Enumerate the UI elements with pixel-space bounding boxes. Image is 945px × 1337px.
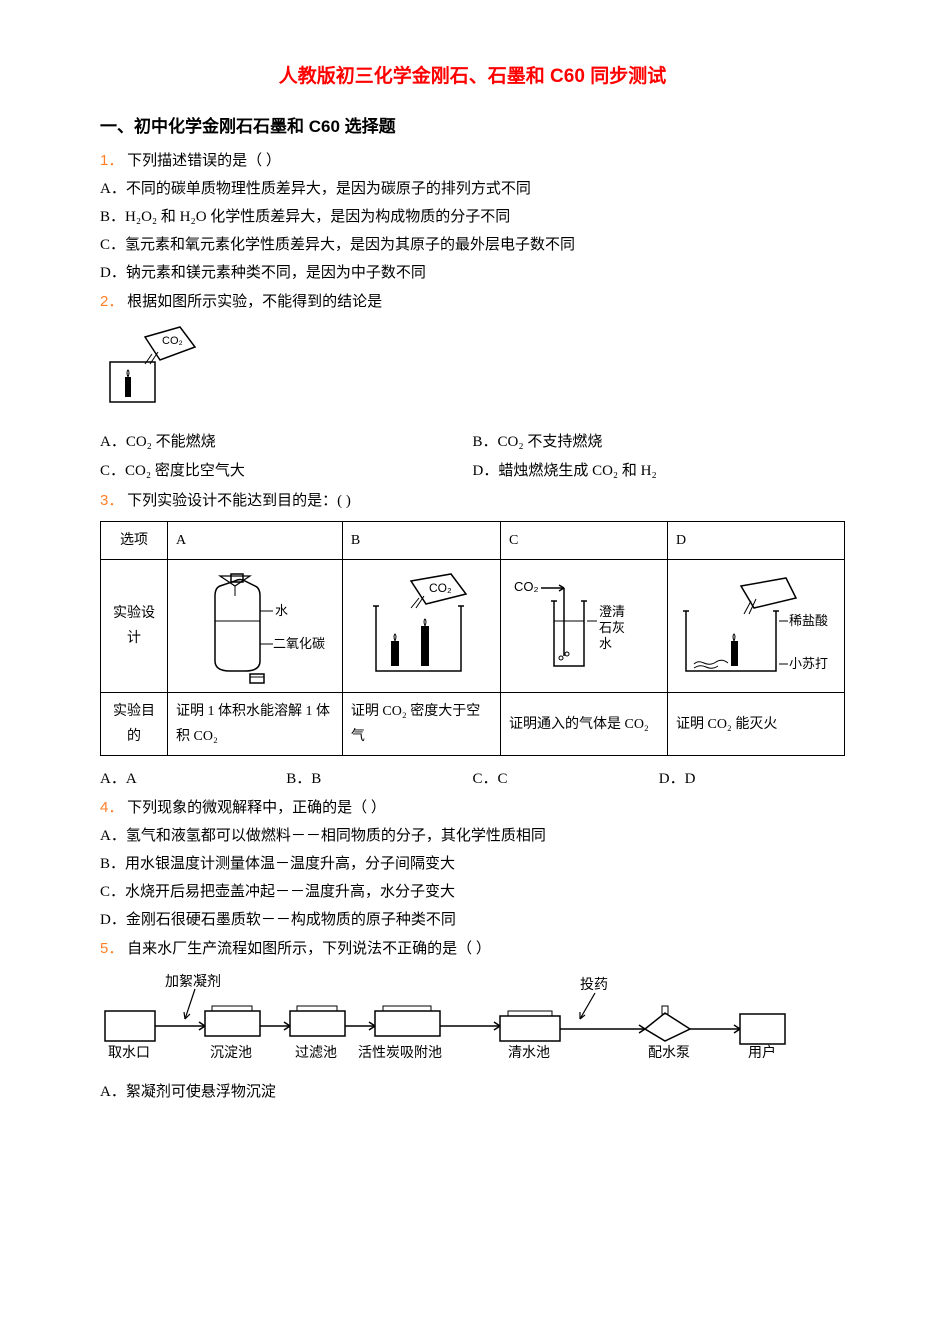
co2-label: CO₂ [514, 579, 539, 594]
option-b: B．用水银温度计测量体温－温度升高，分子间隔变大 [100, 851, 845, 878]
question-text: 下列实验设计不能达到目的是：( ) [127, 493, 351, 509]
purpose-b: 证明 CO₂ 密度大于空气 [342, 692, 500, 755]
co2-label: CO₂ [429, 581, 452, 595]
option-b: B．H₂O₂ 和 H₂O 化学性质差异大，是因为构成物质的分子不同 [100, 204, 845, 231]
option-a: A．氢气和液氢都可以做燃料－－相同物质的分子，其化学性质相同 [100, 823, 845, 850]
water-label: 水 [275, 603, 288, 618]
diagram-b: CO₂ [342, 559, 500, 692]
purpose-c: 证明通入的气体是 CO₂ [500, 692, 667, 755]
question-5: 5． 自来水厂生产流程如图所示，下列说法不正确的是（ ） [100, 935, 845, 963]
page-title: 人教版初三化学金刚石、石墨和 C60 同步测试 [100, 60, 845, 94]
cell-a: A [168, 521, 343, 559]
co2-label: 二氧化碳 [273, 636, 325, 651]
table-row: 实验设计 水 二氧化碳 [101, 559, 845, 692]
question-number: 2． [100, 293, 123, 310]
co2-label: CO₂ [162, 335, 183, 347]
table-row: 实验目的 证明 1 体积水能溶解 1 体积 CO₂ 证明 CO₂ 密度大于空气 … [101, 692, 845, 755]
cell-b: B [342, 521, 500, 559]
q3-answer-options: A．A B．B C．C D．D [100, 766, 845, 793]
option-a: A．CO₂ 不能燃烧 [100, 429, 473, 456]
purpose-d: 证明 CO₂ 能灭火 [667, 692, 844, 755]
flow-node-7: 用户 [748, 1044, 776, 1061]
option-c: C．水烧开后易把壶盖冲起－－温度升高，水分子变大 [100, 879, 845, 906]
cell-label: 实验目的 [101, 692, 168, 755]
q2-options-row1: A．CO₂ 不能燃烧 B．CO₂ 不支持燃烧 [100, 428, 845, 457]
flow-top-label-1: 加絮凝剂 [165, 973, 221, 990]
hcl-label: 稀盐酸 [789, 613, 828, 628]
answer-c: C．C [473, 766, 659, 793]
question-3: 3． 下列实验设计不能达到目的是：( ) [100, 487, 845, 515]
option-b: B．CO₂ 不支持燃烧 [473, 429, 846, 456]
diagram-a: 水 二氧化碳 [168, 559, 343, 692]
answer-a: A．A [100, 766, 286, 793]
diagram-d: 稀盐酸 小苏打 [667, 559, 844, 692]
question-text: 自来水厂生产流程如图所示，下列说法不正确的是（ ） [127, 941, 491, 957]
option-d: D．蜡烛燃烧生成 CO₂ 和 H₂ [473, 458, 846, 485]
question-text: 根据如图所示实验，不能得到的结论是 [127, 294, 382, 310]
option-a: A．不同的碳单质物理性质差异大，是因为碳原子的排列方式不同 [100, 176, 845, 203]
table-row: 选项 A B C D [101, 521, 845, 559]
option-d: D．钠元素和镁元素种类不同，是因为中子数不同 [100, 260, 845, 287]
section-heading: 一、初中化学金刚石石墨和 C60 选择题 [100, 112, 845, 143]
option-d: D．金刚石很硬石墨质软－－构成物质的原子种类不同 [100, 907, 845, 934]
q2-diagram: CO₂ [100, 322, 845, 422]
soda-label: 小苏打 [789, 656, 828, 671]
question-2: 2． 根据如图所示实验，不能得到的结论是 [100, 288, 845, 316]
option-a: A．絮凝剂可使悬浮物沉淀 [100, 1079, 845, 1106]
cell-d: D [667, 521, 844, 559]
flow-node-2: 沉淀池 [210, 1045, 252, 1061]
question-number: 5． [100, 940, 123, 957]
question-text: 下列现象的微观解释中，正确的是（ ） [127, 800, 386, 816]
cell-c: C [500, 521, 667, 559]
option-c: C．CO₂ 密度比空气大 [100, 458, 473, 485]
cell-label: 实验设计 [101, 559, 168, 692]
limewater-label-3: 水 [599, 636, 612, 651]
question-1: 1． 下列描述错误的是（ ） [100, 147, 845, 175]
flow-top-label-2: 投药 [580, 977, 608, 993]
flow-node-6: 配水泵 [648, 1045, 690, 1061]
purpose-a: 证明 1 体积水能溶解 1 体积 CO₂ [168, 692, 343, 755]
question-text: 下列描述错误的是（ ） [127, 153, 281, 169]
answer-b: B．B [286, 766, 472, 793]
question-number: 4． [100, 799, 123, 816]
flow-node-4: 活性炭吸附池 [358, 1045, 442, 1061]
cell-header: 选项 [101, 521, 168, 559]
limewater-label-2: 石灰 [599, 620, 625, 635]
flow-node-1: 取水口 [108, 1045, 150, 1061]
question-number: 1． [100, 152, 123, 169]
flow-node-3: 过滤池 [295, 1045, 337, 1061]
option-c: C．氢元素和氧元素化学性质差异大，是因为其原子的最外层电子数不同 [100, 232, 845, 259]
q2-options-row2: C．CO₂ 密度比空气大 D．蜡烛燃烧生成 CO₂ 和 H₂ [100, 457, 845, 486]
diagram-c: CO₂ 澄清 石灰 水 [500, 559, 667, 692]
q5-flow-diagram: 取水口 加絮凝剂 沉淀池 过滤池 活性炭吸附池 投药 清水池 配水泵 用户 [100, 971, 845, 1071]
answer-d: D．D [659, 766, 845, 793]
limewater-label-1: 澄清 [599, 604, 625, 619]
question-4: 4． 下列现象的微观解释中，正确的是（ ） [100, 794, 845, 822]
q3-table: 选项 A B C D 实验设计 水 二氧化碳 [100, 521, 845, 757]
question-number: 3． [100, 492, 123, 509]
flow-node-5: 清水池 [508, 1045, 550, 1061]
